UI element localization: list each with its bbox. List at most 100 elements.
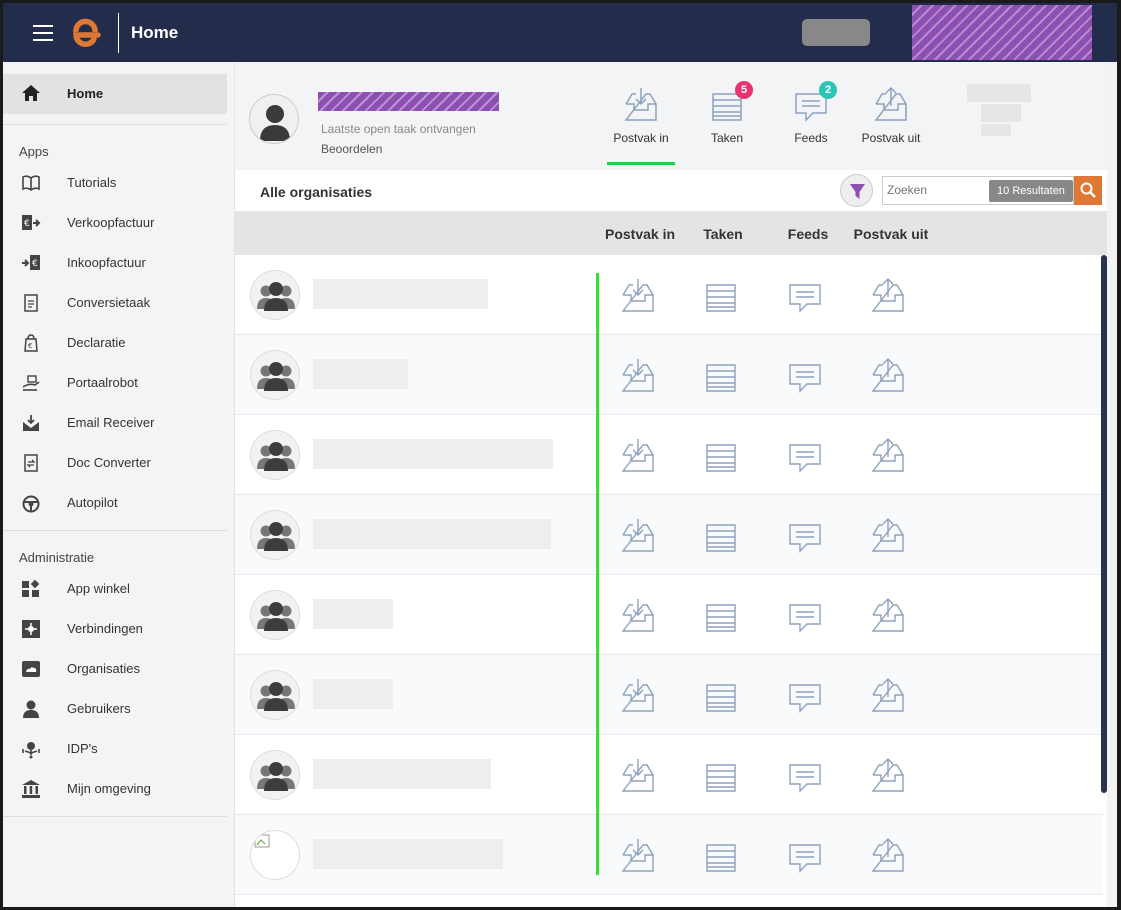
sidebar-item-organisaties[interactable]: Organisaties [3, 651, 227, 687]
table-row[interactable] [235, 335, 1103, 415]
outbox-icon[interactable] [870, 837, 906, 875]
tasks-icon[interactable] [703, 597, 739, 635]
outbox-icon[interactable] [870, 597, 906, 635]
sidebar-item-label: Inkoopfactuur [67, 255, 146, 270]
search-button[interactable] [1074, 176, 1102, 205]
column-header[interactable]: Feeds [787, 226, 829, 242]
sidebar-item-portaalrobot[interactable]: Portaalrobot [3, 365, 227, 401]
logo-icon[interactable] [67, 15, 103, 51]
sidebar-divider [3, 816, 227, 817]
avatar [250, 590, 300, 640]
table-row[interactable] [235, 575, 1103, 655]
table-row[interactable] [235, 255, 1103, 335]
tasks-icon[interactable] [703, 677, 739, 715]
sidebar-item-gebruikers[interactable]: Gebruikers [3, 691, 227, 727]
feeds-icon[interactable] [787, 597, 823, 635]
table-row[interactable] [235, 415, 1103, 495]
hamburger-menu-icon[interactable] [33, 25, 53, 41]
organisation-name-redacted[interactable] [313, 599, 393, 629]
last-task-value[interactable]: Beoordelen [321, 142, 383, 156]
tasks-icon[interactable] [703, 277, 739, 315]
feeds-icon[interactable] [787, 517, 823, 555]
group-icon [257, 362, 295, 391]
tab-label: Postvak uit [861, 131, 921, 145]
sidebar-item-label: Autopilot [67, 495, 118, 510]
table-row[interactable] [235, 815, 1103, 895]
organisation-name-redacted[interactable] [313, 439, 553, 469]
outbox-icon[interactable] [870, 517, 906, 555]
outbox-icon[interactable] [870, 757, 906, 795]
tab-label: Taken [710, 131, 744, 145]
organisation-name-redacted[interactable] [313, 359, 408, 389]
tasks-icon[interactable] [703, 757, 739, 795]
scrollbar-track[interactable] [1107, 62, 1117, 907]
sidebar-item-autopilot[interactable]: Autopilot [3, 485, 227, 521]
column-header[interactable]: Postvak in [604, 226, 676, 242]
avatar [250, 830, 300, 880]
outbox-icon[interactable] [870, 357, 906, 395]
feeds-icon[interactable] [787, 437, 823, 475]
tab-feeds[interactable]: 2 Feeds [771, 81, 851, 145]
sidebar-item-doc-converter[interactable]: Doc Converter [3, 445, 227, 481]
tasks-icon[interactable] [703, 517, 739, 555]
sidebar-item-label: Gebruikers [67, 701, 131, 716]
profile-header: Laatste open taak ontvangen Beoordelen P… [235, 62, 1107, 170]
inbox-icon[interactable] [620, 437, 656, 475]
feeds-icon[interactable] [787, 277, 823, 315]
tasks-icon[interactable] [703, 357, 739, 395]
outbox-icon[interactable] [870, 677, 906, 715]
tab-postvak-in[interactable]: Postvak in [601, 86, 681, 145]
environment-pill[interactable] [802, 19, 870, 46]
organisation-name-redacted[interactable] [313, 759, 491, 789]
avatar[interactable] [249, 94, 299, 144]
tab-postvak-uit[interactable]: Postvak uit [851, 86, 931, 145]
sidebar-item-home[interactable]: Home [3, 74, 227, 114]
inbox-icon[interactable] [620, 597, 656, 635]
feeds-icon[interactable] [787, 357, 823, 395]
tasks-icon[interactable] [703, 437, 739, 475]
sidebar-item-idps[interactable]: IDP's [3, 731, 227, 767]
scrollbar-thumb[interactable] [1101, 255, 1107, 793]
feeds-icon[interactable] [787, 757, 823, 795]
account-banner[interactable] [912, 5, 1092, 60]
organisation-name-redacted[interactable] [313, 279, 488, 309]
sidebar-item-app-winkel[interactable]: App winkel [3, 571, 227, 607]
feeds-icon[interactable] [787, 677, 823, 715]
filter-button[interactable] [840, 174, 873, 207]
column-header[interactable]: Postvak uit [853, 226, 929, 242]
sidebar-item-verkoopfactuur[interactable]: € Verkoopfactuur [3, 205, 227, 241]
sidebar-item-label: Declaratie [67, 335, 126, 350]
inbox-icon[interactable] [620, 677, 656, 715]
sidebar-item-conversietaak[interactable]: Conversietaak [3, 285, 227, 321]
inbox-icon[interactable] [620, 277, 656, 315]
inbox-icon[interactable] [620, 517, 656, 555]
inbox-icon[interactable] [620, 757, 656, 795]
organisation-name-redacted[interactable] [313, 519, 551, 549]
sidebar-item-mijn-omgeving[interactable]: Mijn omgeving [3, 771, 227, 807]
outbox-icon[interactable] [870, 437, 906, 475]
feeds-icon[interactable] [787, 837, 823, 875]
sidebar-item-declaratie[interactable]: € Declaratie [3, 325, 227, 361]
sidebar-item-inkoopfactuur[interactable]: € Inkoopfactuur [3, 245, 227, 281]
column-header[interactable]: Taken [703, 226, 743, 242]
table-row[interactable] [235, 735, 1103, 815]
organisations-title: Alle organisaties [260, 184, 373, 200]
sidebar-item-email-receiver[interactable]: Email Receiver [3, 405, 227, 441]
inbox-icon[interactable] [620, 357, 656, 395]
search-input[interactable] [887, 183, 987, 197]
organisation-name-redacted[interactable] [313, 839, 503, 869]
doc-converter-icon [24, 454, 38, 472]
table-row[interactable] [235, 655, 1103, 735]
tasks-icon[interactable] [703, 837, 739, 875]
connections-icon [22, 620, 40, 638]
organisation-name-redacted[interactable] [313, 679, 393, 709]
sidebar-item-tutorials[interactable]: Tutorials [3, 165, 227, 201]
inbox-icon[interactable] [620, 837, 656, 875]
avatar [250, 430, 300, 480]
table-row[interactable] [235, 495, 1103, 575]
search-box: 10 Resultaten [882, 176, 1074, 205]
filter-bar: Alle organisaties 10 Resultaten [235, 170, 1107, 211]
outbox-icon[interactable] [870, 277, 906, 315]
tab-taken[interactable]: 5 Taken [687, 81, 767, 145]
sidebar-item-verbindingen[interactable]: Verbindingen [3, 611, 227, 647]
